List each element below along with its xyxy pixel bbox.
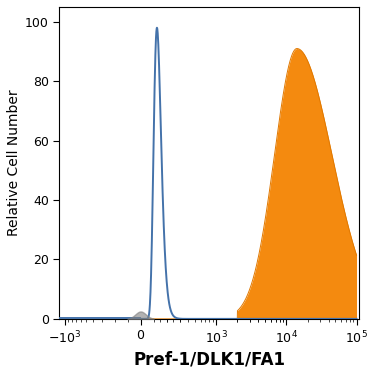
X-axis label: Pref-1/DLK1/FA1: Pref-1/DLK1/FA1 (134, 350, 285, 368)
Y-axis label: Relative Cell Number: Relative Cell Number (7, 90, 21, 236)
